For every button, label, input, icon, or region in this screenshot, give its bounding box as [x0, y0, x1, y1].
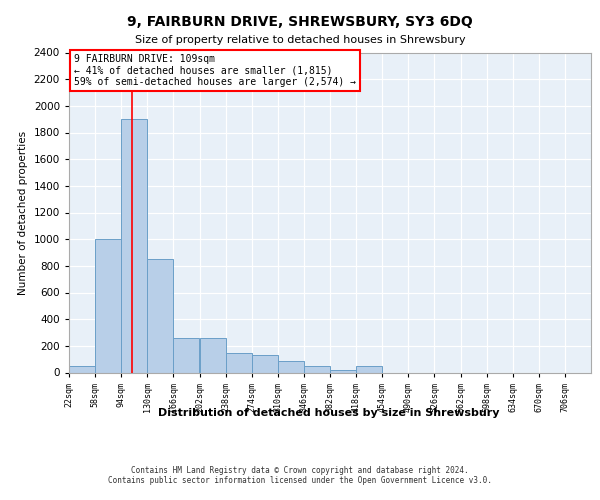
Bar [304, 366, 330, 372]
Bar [173, 338, 199, 372]
Bar [121, 119, 148, 372]
Bar [226, 352, 252, 372]
Text: Size of property relative to detached houses in Shrewsbury: Size of property relative to detached ho… [134, 35, 466, 45]
Text: 9, FAIRBURN DRIVE, SHREWSBURY, SY3 6DQ: 9, FAIRBURN DRIVE, SHREWSBURY, SY3 6DQ [127, 15, 473, 29]
Bar [278, 360, 304, 372]
Bar [252, 355, 278, 372]
Bar [330, 370, 356, 372]
Bar [356, 366, 382, 372]
Y-axis label: Number of detached properties: Number of detached properties [18, 130, 28, 294]
Bar [148, 259, 173, 372]
Text: Contains HM Land Registry data © Crown copyright and database right 2024.
Contai: Contains HM Land Registry data © Crown c… [108, 466, 492, 485]
Bar [199, 338, 226, 372]
Text: 9 FAIRBURN DRIVE: 109sqm
← 41% of detached houses are smaller (1,815)
59% of sem: 9 FAIRBURN DRIVE: 109sqm ← 41% of detach… [74, 54, 356, 88]
Bar [69, 366, 95, 372]
Bar [95, 239, 121, 372]
Text: Distribution of detached houses by size in Shrewsbury: Distribution of detached houses by size … [158, 408, 500, 418]
